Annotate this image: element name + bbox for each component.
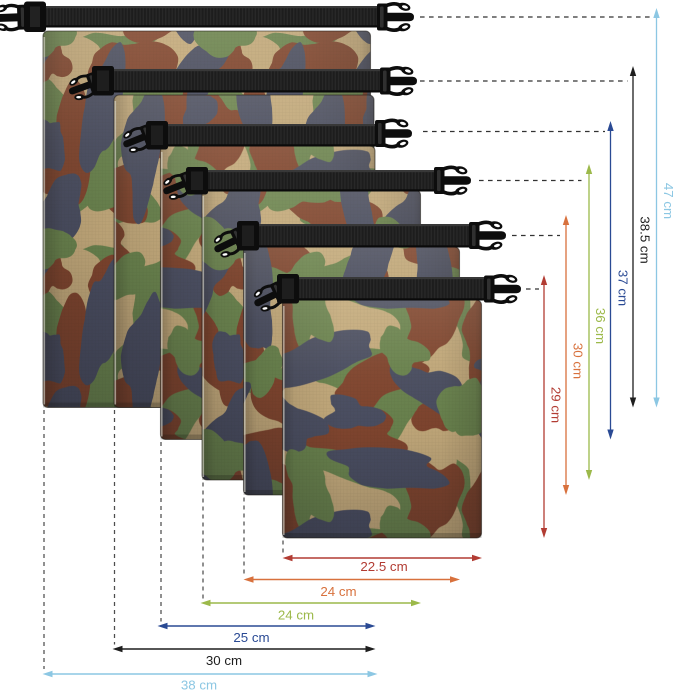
- svg-text:25 cm: 25 cm: [233, 630, 269, 645]
- svg-text:24 cm: 24 cm: [320, 584, 356, 599]
- svg-text:38.5 cm: 38.5 cm: [638, 216, 653, 263]
- svg-text:24 cm: 24 cm: [278, 608, 314, 623]
- svg-text:47 cm: 47 cm: [661, 183, 676, 219]
- svg-text:36 cm: 36 cm: [593, 308, 608, 344]
- svg-text:38 cm: 38 cm: [181, 678, 217, 691]
- svg-text:30 cm: 30 cm: [571, 343, 586, 379]
- svg-text:29 cm: 29 cm: [549, 387, 564, 423]
- svg-text:30 cm: 30 cm: [206, 653, 242, 668]
- svg-text:37 cm: 37 cm: [616, 270, 631, 306]
- svg-text:22.5 cm: 22.5 cm: [360, 559, 407, 574]
